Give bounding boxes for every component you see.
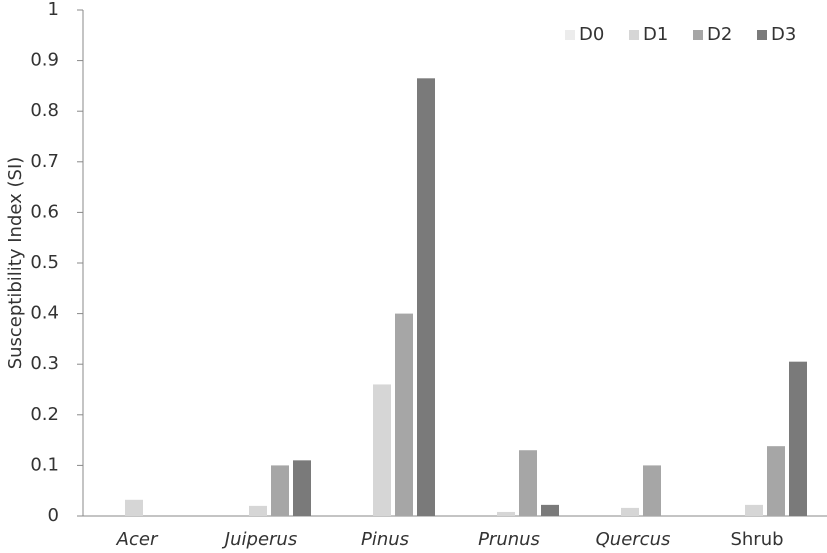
bar [417, 78, 435, 516]
y-tick-label: 0.8 [30, 100, 59, 121]
legend-label: D1 [643, 24, 668, 45]
legend-swatch [629, 30, 639, 40]
bar [293, 460, 311, 516]
y-tick-label: 0.4 [30, 303, 59, 324]
bar [767, 446, 785, 516]
legend-label: D3 [771, 24, 796, 45]
legend-swatch [565, 30, 575, 40]
x-tick-label: Shrub [730, 529, 783, 550]
legend-swatch [693, 30, 703, 40]
bar [621, 507, 639, 516]
bar [395, 313, 413, 516]
y-tick-label: 1 [48, 0, 59, 20]
bar [789, 361, 807, 516]
y-tick-label: 0.3 [30, 353, 59, 374]
bar [373, 384, 391, 516]
bar [745, 504, 763, 516]
x-tick-label: Acer [116, 529, 159, 550]
legend-label: D2 [707, 24, 732, 45]
y-tick-label: 0.2 [30, 404, 59, 425]
x-tick-label: Juiperus [222, 529, 297, 550]
legend-swatch [757, 30, 767, 40]
bar [497, 511, 515, 516]
bar [643, 465, 661, 516]
y-tick-label: 0 [48, 505, 59, 526]
y-tick-label: 0.1 [30, 454, 59, 475]
bar [519, 450, 537, 516]
x-tick-label: Pinus [361, 529, 409, 550]
bar [541, 504, 559, 516]
bar [249, 505, 267, 516]
bar [125, 499, 143, 516]
bar [271, 465, 289, 516]
y-tick-label: 0.6 [30, 201, 59, 222]
x-tick-label: Quercus [596, 529, 671, 550]
legend-label: D0 [579, 24, 604, 45]
y-axis-label: Susceptibility Index (SI) [5, 157, 26, 370]
y-tick-label: 0.7 [30, 151, 59, 172]
y-tick-label: 0.9 [30, 50, 59, 71]
y-tick-label: 0.5 [30, 252, 59, 273]
x-tick-label: Prunus [478, 529, 540, 550]
